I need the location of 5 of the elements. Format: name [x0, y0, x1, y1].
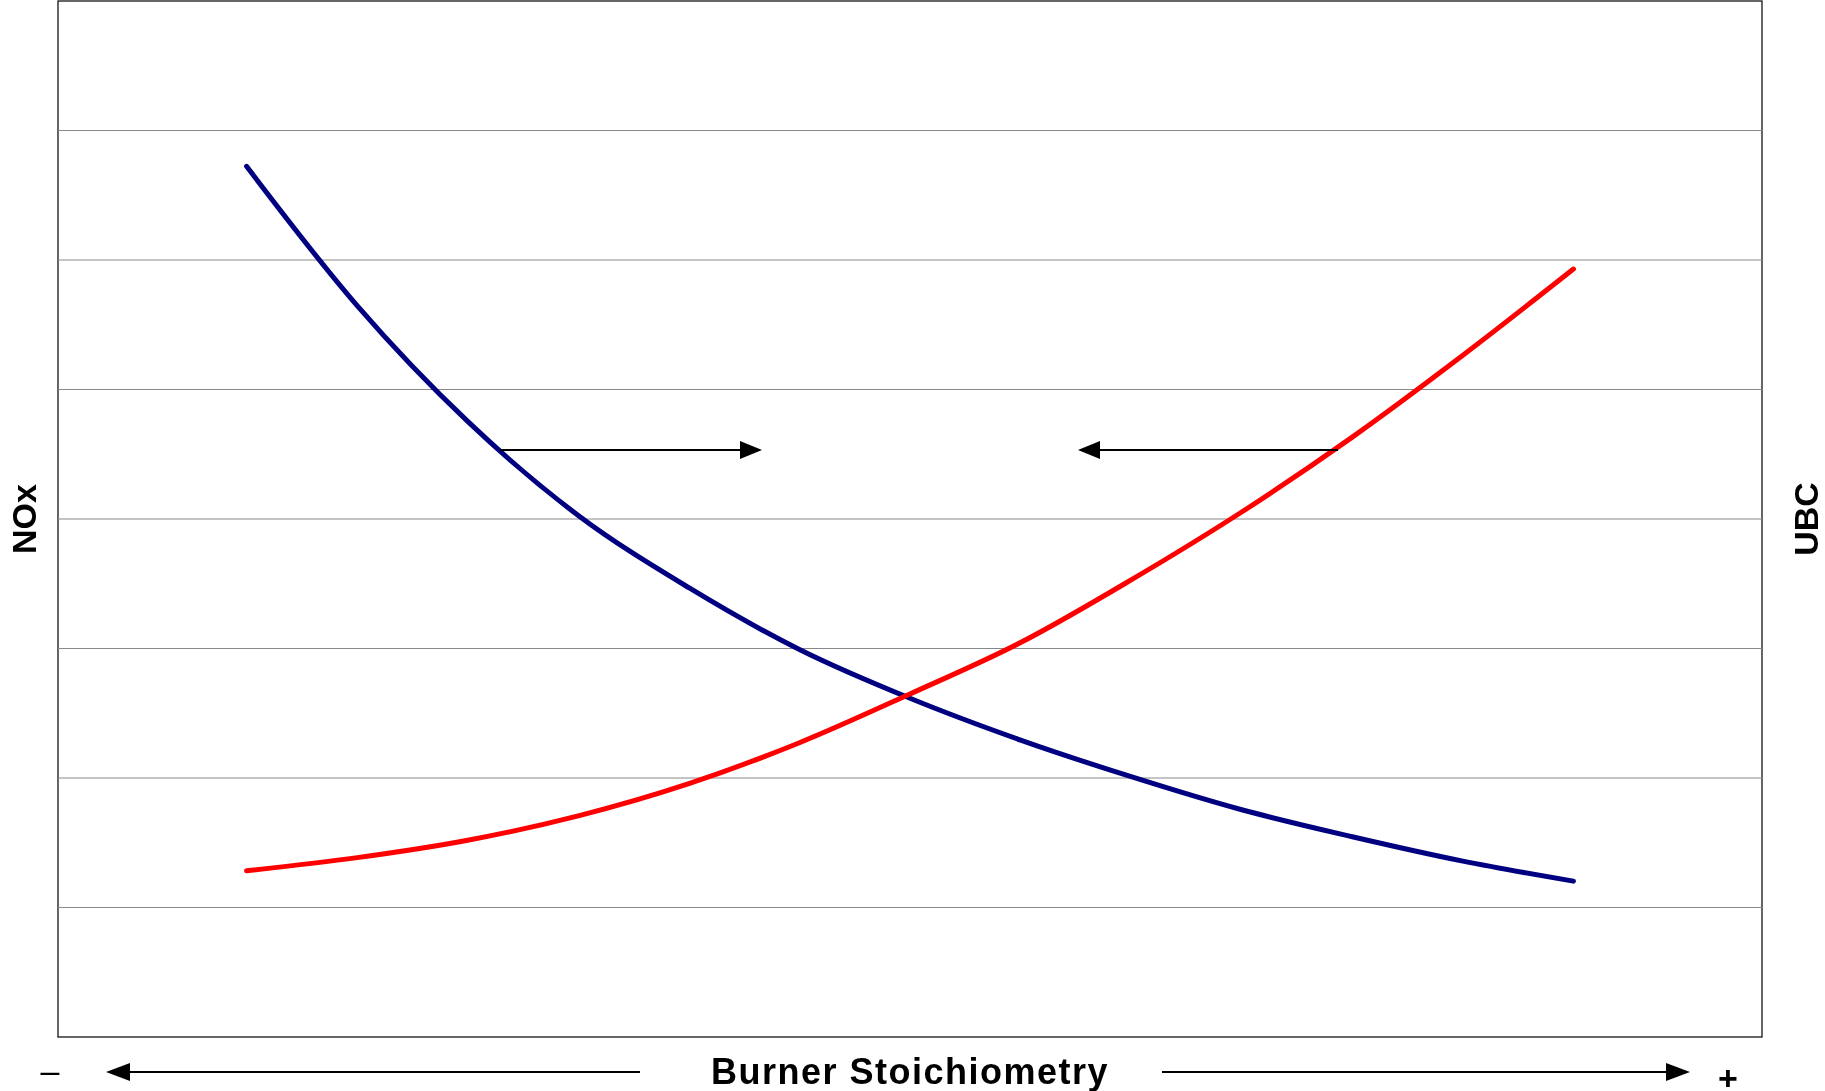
y-axis-title: NOx [5, 483, 43, 554]
text: + [1718, 1059, 1738, 1091]
x-axis-title: Burner Stoichiometry [710, 1051, 1110, 1091]
text: – [40, 1051, 60, 1089]
y2-axis-title: UBC [1787, 482, 1825, 556]
